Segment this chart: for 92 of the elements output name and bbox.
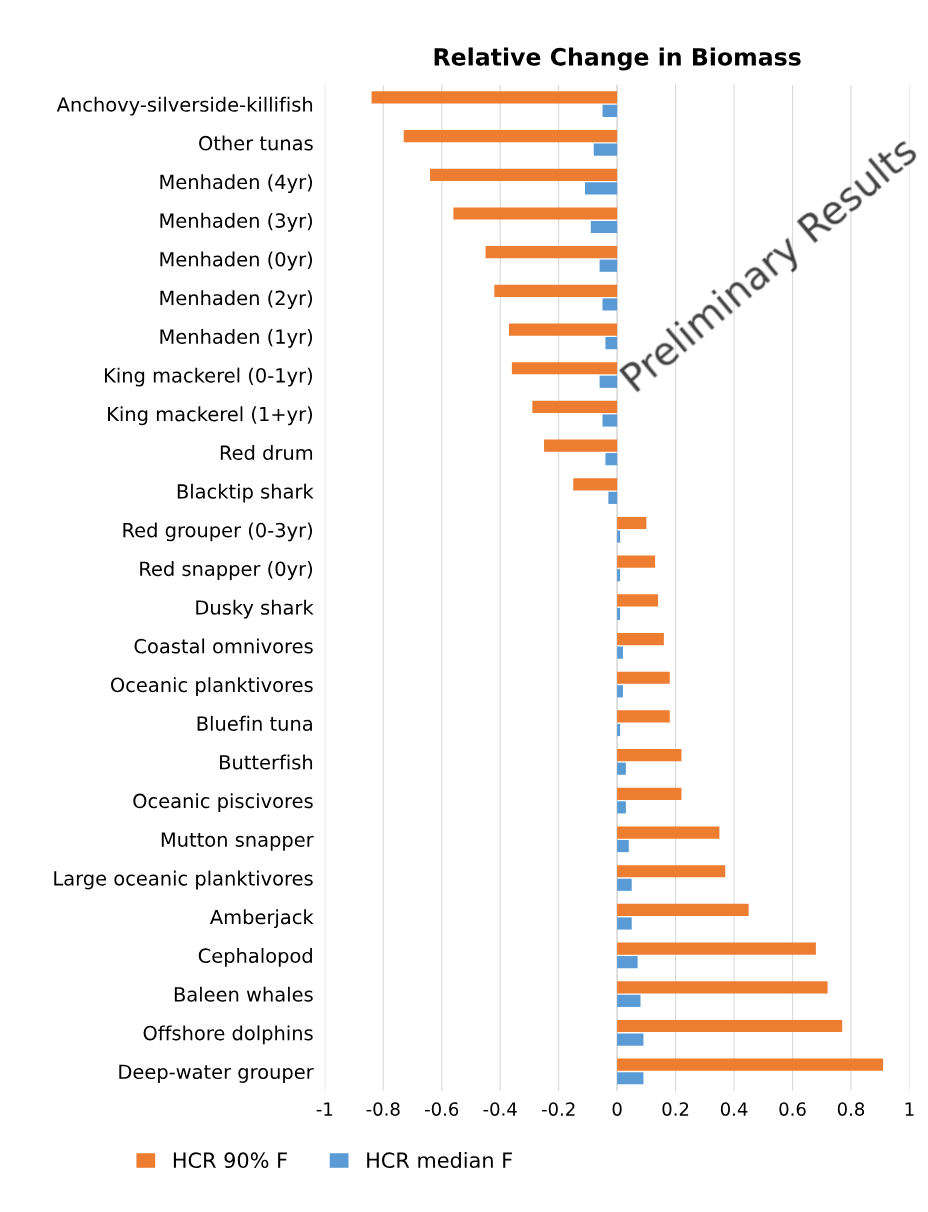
y-tick-label: Anchovy-silverside-killifish bbox=[56, 96, 313, 116]
y-tick-label: Menhaden (1yr) bbox=[160, 328, 313, 348]
y-tick-label: King mackerel (1+yr) bbox=[108, 406, 313, 426]
bar bbox=[599, 259, 618, 272]
y-tick-label: Blacktip shark bbox=[177, 483, 314, 503]
legend-label: HCR 90% F bbox=[173, 1152, 287, 1169]
bar bbox=[453, 207, 618, 220]
bar bbox=[371, 91, 618, 104]
bar bbox=[617, 530, 621, 543]
bar bbox=[605, 453, 618, 466]
bar bbox=[532, 400, 618, 414]
bar bbox=[617, 594, 659, 607]
bar bbox=[485, 246, 618, 259]
bar bbox=[617, 878, 632, 891]
y-tick-label: Menhaden (4yr) bbox=[160, 174, 313, 193]
bar bbox=[494, 284, 618, 297]
y-tick-label: Red drum bbox=[220, 445, 313, 461]
bar bbox=[617, 942, 816, 955]
x-tick-label: 0.6 bbox=[779, 1102, 806, 1116]
bar bbox=[617, 749, 682, 762]
bar bbox=[617, 865, 726, 878]
bar bbox=[617, 1033, 644, 1046]
bar bbox=[617, 762, 626, 775]
bar bbox=[617, 710, 670, 723]
bar bbox=[617, 723, 621, 737]
bar bbox=[593, 143, 618, 156]
y-tick-label: Oceanic piscivores bbox=[133, 793, 313, 813]
bar bbox=[617, 671, 670, 684]
chart-title: Relative Change in Biomass bbox=[434, 47, 801, 71]
y-tick-label: Large oceanic planktivores bbox=[54, 870, 313, 890]
bar bbox=[617, 569, 621, 582]
bar bbox=[584, 182, 618, 195]
y-tick-label: King mackerel (0-1yr) bbox=[105, 367, 313, 387]
bar bbox=[617, 516, 647, 530]
bar bbox=[617, 903, 749, 917]
y-tick-label: Oceanic planktivores bbox=[110, 677, 313, 696]
y-tick-label: Other tunas bbox=[199, 135, 313, 151]
y-tick-label: Cephalopod bbox=[198, 947, 312, 967]
y-tick-label: Baleen whales bbox=[174, 986, 313, 1002]
bar bbox=[508, 323, 618, 336]
x-tick-label: -0.8 bbox=[366, 1102, 400, 1116]
x-tick-label: -0.4 bbox=[483, 1102, 517, 1116]
x-tick-label: 0 bbox=[612, 1102, 622, 1116]
bar bbox=[617, 1019, 843, 1033]
y-tick-label: Offshore dolphins bbox=[143, 1025, 313, 1045]
bar bbox=[602, 414, 618, 427]
bar bbox=[617, 555, 656, 568]
y-tick-label: Dusky shark bbox=[196, 599, 314, 619]
y-tick-label: Red snapper (0yr) bbox=[140, 561, 313, 580]
y-tick-label: Amberjack bbox=[210, 909, 314, 929]
bar bbox=[617, 994, 641, 1007]
bar bbox=[544, 439, 618, 452]
y-tick-label: Red grouper (0-3yr) bbox=[123, 522, 313, 542]
bar bbox=[403, 130, 618, 143]
y-tick-label: Mutton snapper bbox=[161, 832, 314, 851]
bar bbox=[602, 298, 618, 311]
bar bbox=[617, 1058, 884, 1071]
bar bbox=[602, 104, 618, 118]
x-tick-label: -1 bbox=[316, 1102, 333, 1116]
bar bbox=[617, 956, 638, 969]
bar bbox=[617, 801, 626, 814]
y-tick-label: Coastal omnivores bbox=[134, 638, 313, 654]
bar bbox=[617, 632, 664, 646]
x-tick-label: -0.2 bbox=[541, 1102, 575, 1116]
bar bbox=[617, 981, 828, 994]
bar bbox=[617, 826, 720, 839]
bar bbox=[605, 337, 618, 350]
bar bbox=[573, 478, 618, 491]
bar bbox=[617, 607, 621, 621]
bar bbox=[617, 1072, 644, 1085]
x-tick-label: 0.4 bbox=[720, 1102, 748, 1116]
bar bbox=[617, 839, 629, 853]
bar bbox=[617, 917, 632, 930]
y-tick-label: Menhaden (2yr) bbox=[160, 290, 313, 310]
bar bbox=[617, 685, 623, 698]
x-tick-label: -0.6 bbox=[425, 1102, 459, 1116]
legend-label: HCR median F bbox=[367, 1151, 512, 1169]
x-tick-label: 0.8 bbox=[837, 1102, 865, 1116]
y-tick-label: Menhaden (0yr) bbox=[160, 251, 313, 271]
bar bbox=[608, 491, 618, 504]
y-tick-label: Menhaden (3yr) bbox=[160, 212, 313, 232]
x-tick-label: 0.2 bbox=[662, 1102, 689, 1116]
bar bbox=[599, 375, 618, 388]
bar bbox=[430, 168, 618, 181]
bar bbox=[617, 787, 682, 800]
x-tick-label: 1 bbox=[905, 1102, 914, 1116]
bar bbox=[590, 220, 618, 234]
y-tick-label: Butterfish bbox=[220, 754, 313, 770]
y-tick-label: Bluefin tuna bbox=[197, 715, 312, 731]
bar bbox=[617, 646, 623, 659]
y-tick-label: Deep-water grouper bbox=[119, 1064, 314, 1083]
bar bbox=[511, 362, 618, 375]
